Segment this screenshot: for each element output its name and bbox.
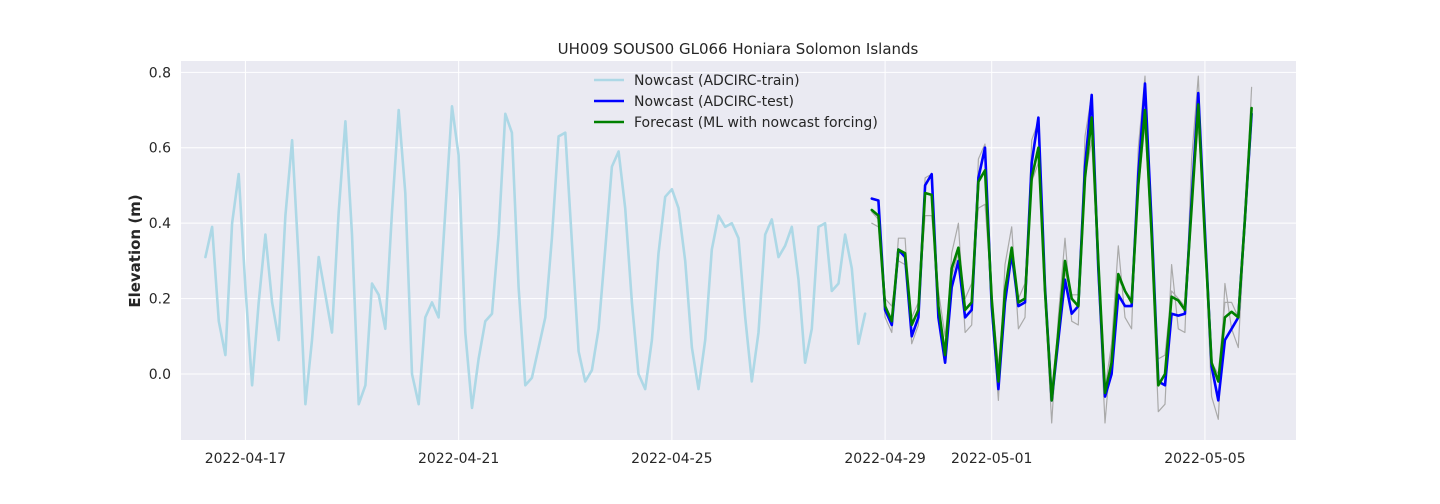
x-tick-label: 2022-04-29 — [844, 451, 925, 467]
legend: Nowcast (ADCIRC-train) Nowcast (ADCIRC-te… — [594, 73, 878, 131]
y-tick-label: 0.8 — [149, 65, 171, 81]
series-line-nowcast-adcirc-train — [204, 105, 867, 410]
y-tick-label: 0.0 — [149, 367, 171, 383]
series-layer — [204, 75, 1253, 424]
y-tick-label: 0.6 — [149, 141, 171, 157]
x-tick-label: 2022-05-01 — [951, 451, 1032, 467]
series-line-forecast-ml-with-nowcast-forcing — [870, 103, 1253, 402]
y-axis: 0.0 0.2 0.4 0.6 0.8 — [149, 65, 171, 383]
legend-label: Forecast (ML with nowcast forcing) — [634, 115, 878, 131]
x-axis: 2022-04-17 2022-04-21 2022-04-25 2022-04-29… — [205, 451, 1246, 467]
y-axis-label: Elevation (m) — [126, 194, 144, 307]
legend-label: Nowcast (ADCIRC-test) — [634, 94, 794, 110]
chart-title: UH009 SOUS00 GL066 Honiara Solomon Islan… — [558, 40, 919, 58]
x-tick-label: 2022-05-05 — [1164, 451, 1245, 467]
x-tick-label: 2022-04-25 — [631, 451, 712, 467]
x-tick-label: 2022-04-17 — [205, 451, 286, 467]
legend-label: Nowcast (ADCIRC-train) — [634, 73, 800, 89]
x-tick-label: 2022-04-21 — [418, 451, 499, 467]
y-tick-label: 0.2 — [149, 292, 171, 308]
y-tick-label: 0.4 — [149, 216, 171, 232]
